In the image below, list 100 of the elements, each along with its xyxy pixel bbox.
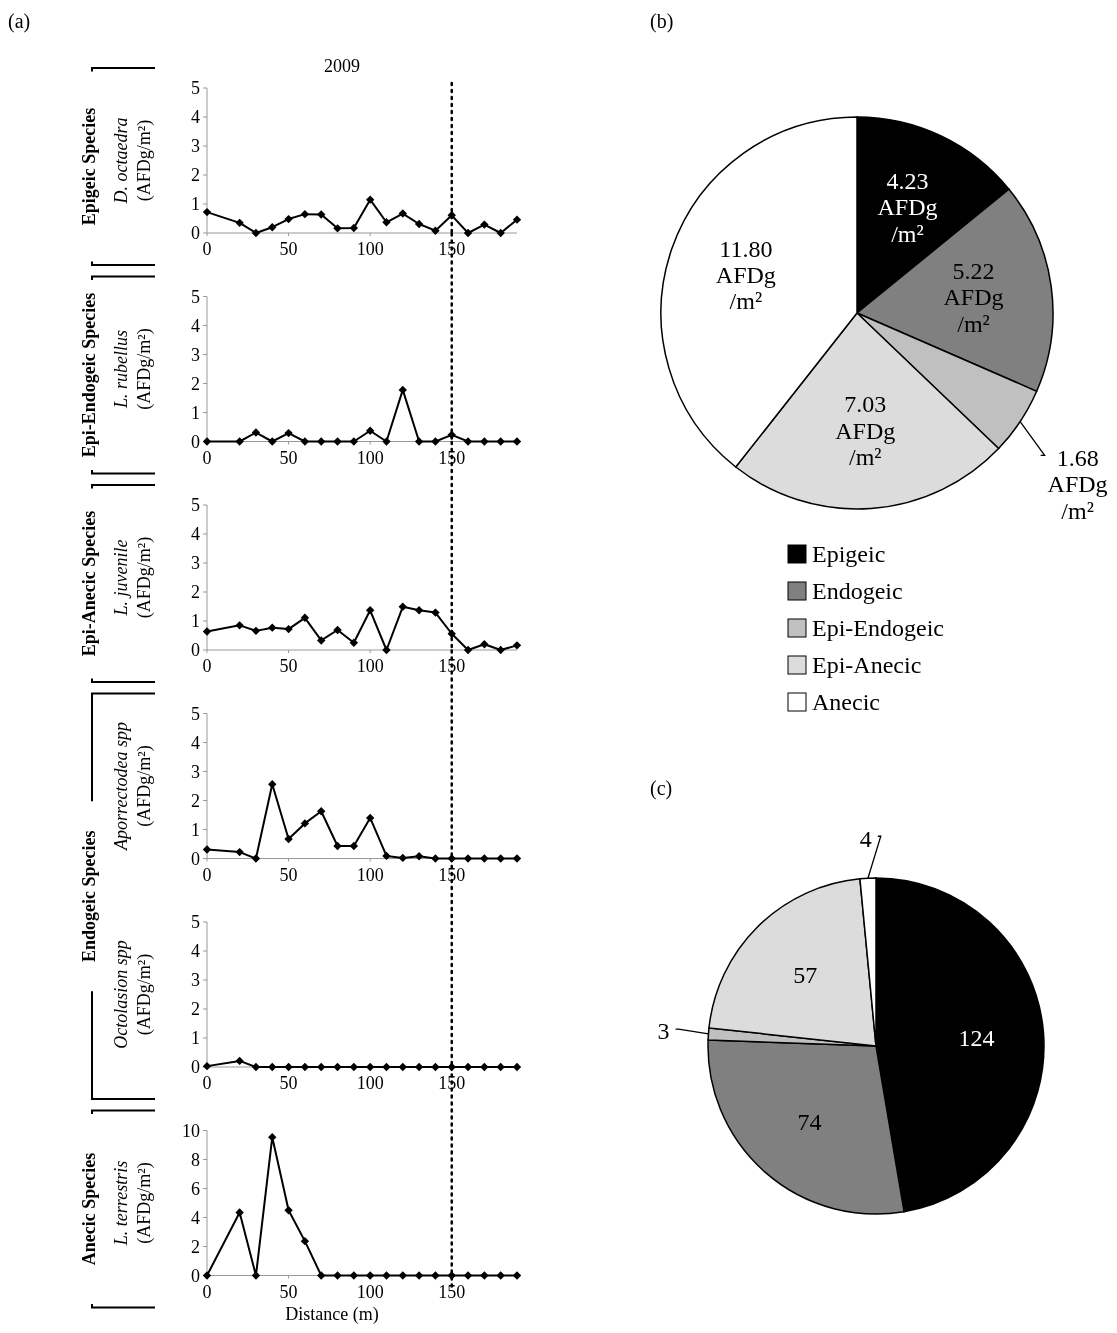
point (496, 1271, 505, 1280)
point (251, 854, 261, 863)
x-tick-label: 50 (279, 1073, 298, 1093)
point (480, 437, 489, 446)
y-tick-label: 5 (191, 703, 200, 724)
point (317, 437, 326, 446)
point (398, 209, 407, 218)
legend-label: Epi-Endogeic (812, 615, 944, 642)
point (268, 780, 277, 789)
point (235, 218, 244, 228)
y-axis-title: L. terrestris (AFDg/m²) (111, 1160, 155, 1247)
y-tick-label: 0 (191, 1265, 200, 1286)
point (496, 228, 505, 238)
y-tick-label: 8 (191, 1149, 200, 1170)
data-label: 1.68 AFDg /m² (1047, 444, 1108, 524)
y-tick-label: 0 (191, 1057, 200, 1077)
y-tick-label: 1 (191, 611, 200, 631)
point (512, 1271, 522, 1280)
point (431, 437, 440, 446)
point (496, 437, 505, 446)
point (202, 1271, 212, 1280)
point (235, 1208, 244, 1217)
y-tick-label: 1 (191, 1028, 200, 1048)
x-tick-label: 50 (279, 447, 298, 468)
point (268, 437, 277, 446)
y-axis-title: Aporrectodea spp (AFDg/m²) (111, 722, 155, 851)
y-tick-label: 2 (191, 165, 200, 185)
point (414, 437, 424, 446)
point (431, 1271, 440, 1280)
x-tick-label: 150 (438, 239, 466, 259)
point (431, 854, 440, 863)
point (480, 1271, 489, 1280)
data-label: 5.22 AFDg /m² (943, 258, 1004, 337)
x-tick-label: 100 (356, 239, 384, 259)
point (317, 210, 326, 219)
point (300, 437, 310, 446)
text: Epi-Endogeic Species (79, 292, 99, 458)
y-tick-label: 4 (191, 732, 200, 753)
point (431, 1062, 440, 1072)
y-tick-label: 5 (191, 495, 200, 515)
point (202, 1061, 212, 1071)
point (480, 1062, 489, 1072)
y-tick-label: 3 (191, 970, 200, 990)
point (317, 1271, 326, 1280)
x-tick-label: 50 (279, 864, 298, 885)
point (235, 437, 244, 446)
y-tick-label: 1 (191, 402, 200, 423)
text: (a) (8, 10, 31, 33)
text: Epi-Anecic Species (79, 510, 99, 657)
y-axis-title: D. octaedra (AFDg/m²) (111, 117, 155, 205)
x-tick-label: 50 (279, 656, 298, 676)
data-label: 3 (657, 1018, 670, 1045)
data-label: 57 (793, 961, 818, 988)
y-tick-label: 3 (191, 553, 200, 573)
point (251, 1271, 261, 1280)
y-tick-label: 3 (191, 761, 200, 782)
point (268, 1062, 277, 1072)
point (284, 624, 293, 634)
legend-label: Epi-Anecic (812, 652, 922, 679)
point (480, 640, 489, 649)
y-tick-label: 0 (191, 431, 200, 452)
point (202, 845, 212, 854)
chart-title: 2009 (324, 56, 360, 76)
point (365, 426, 375, 435)
point (480, 220, 489, 229)
point (268, 223, 277, 232)
x-tick-label: 100 (356, 1073, 384, 1093)
y-tick-label: 4 (191, 107, 200, 127)
y-tick-label: 4 (191, 315, 200, 336)
y-tick-label: 3 (191, 136, 200, 156)
point (414, 219, 424, 229)
point (365, 195, 375, 204)
point (349, 1271, 359, 1280)
point (202, 207, 212, 217)
y-tick-label: 4 (191, 941, 200, 961)
point (398, 1271, 407, 1280)
y-tick-label: 0 (191, 848, 200, 869)
point (284, 1206, 293, 1215)
y-tick-label: 10 (182, 1120, 200, 1141)
point (333, 1271, 342, 1280)
data-label: 7.03 AFDg /m² (835, 391, 896, 471)
x-tick-label: 150 (438, 1073, 466, 1093)
y-tick-label: 0 (191, 223, 200, 243)
y-tick-label: 2 (191, 790, 200, 811)
legend-label: Endogeic (812, 578, 903, 605)
x-tick-label: 150 (438, 656, 466, 676)
y-tick-label: 2 (191, 999, 200, 1019)
point (349, 437, 359, 446)
legend-label: Anecic (812, 689, 880, 716)
point (512, 854, 522, 863)
y-tick-label: 5 (191, 78, 200, 98)
point (317, 636, 326, 645)
x-tick-label: 50 (279, 1281, 298, 1302)
point (268, 623, 277, 632)
data-label: 124 (958, 1024, 995, 1051)
point (382, 645, 391, 655)
point (300, 613, 310, 623)
point (414, 1271, 424, 1280)
point (284, 834, 293, 844)
x-tick-label: 100 (356, 447, 384, 468)
